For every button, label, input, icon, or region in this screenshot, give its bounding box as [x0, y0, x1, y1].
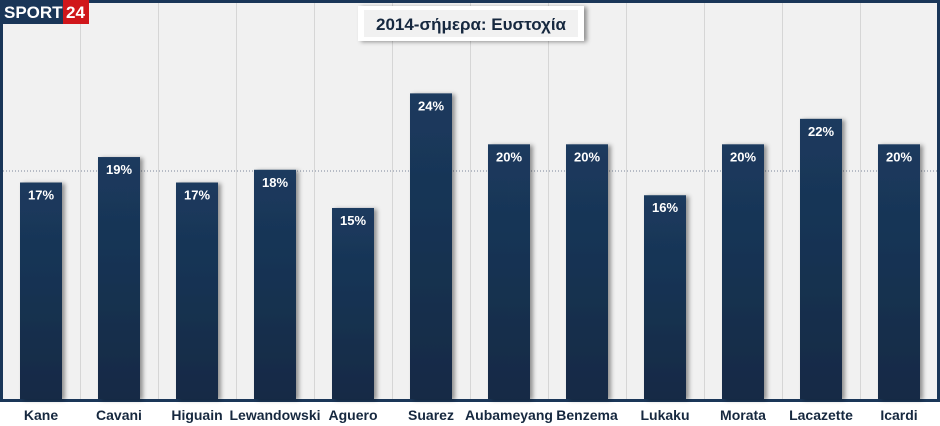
value-label: 17%	[28, 188, 54, 203]
value-label: 20%	[496, 149, 522, 164]
sport24-logo: SPORT 24	[0, 0, 89, 24]
bar-morata	[722, 144, 764, 399]
category-label: Higuain	[171, 407, 222, 423]
value-label: 16%	[652, 200, 678, 215]
bar-aubameyang	[488, 144, 530, 399]
category-label: Morata	[720, 407, 766, 423]
category-label: Aubameyang	[465, 407, 553, 423]
category-label: Aguero	[329, 407, 378, 423]
category-label: Cavani	[96, 407, 142, 423]
value-label: 15%	[340, 213, 366, 228]
value-label: 20%	[730, 149, 756, 164]
category-label: Lukaku	[640, 407, 689, 423]
bar-lukaku	[644, 195, 686, 399]
value-label: 19%	[106, 162, 132, 177]
category-label: Lewandowski	[229, 407, 320, 423]
bar-benzema	[566, 144, 608, 399]
chart-title: 2014-σήμερα: Ευστοχία	[376, 15, 567, 34]
value-label: 20%	[886, 149, 912, 164]
category-label: Lacazette	[789, 407, 853, 423]
value-label: 20%	[574, 149, 600, 164]
bar-lewandowski	[254, 169, 296, 399]
bar-lacazette	[800, 118, 842, 399]
logo-text: SPORT	[4, 3, 63, 22]
bar-kane	[20, 182, 62, 399]
value-label: 22%	[808, 124, 834, 139]
bar-suarez	[410, 93, 452, 400]
bar-cavani	[98, 157, 140, 399]
logo-number: 24	[66, 3, 85, 22]
bar-higuain	[176, 182, 218, 399]
value-label: 17%	[184, 188, 210, 203]
category-label: Benzema	[556, 407, 618, 423]
value-label: 18%	[262, 175, 288, 190]
bar-aguero	[332, 207, 374, 399]
category-label: Suarez	[408, 407, 454, 423]
category-label: Icardi	[880, 407, 917, 423]
category-label: Kane	[24, 407, 58, 423]
value-label: 24%	[418, 98, 444, 113]
title-box	[358, 6, 584, 41]
bar-icardi	[878, 144, 920, 399]
